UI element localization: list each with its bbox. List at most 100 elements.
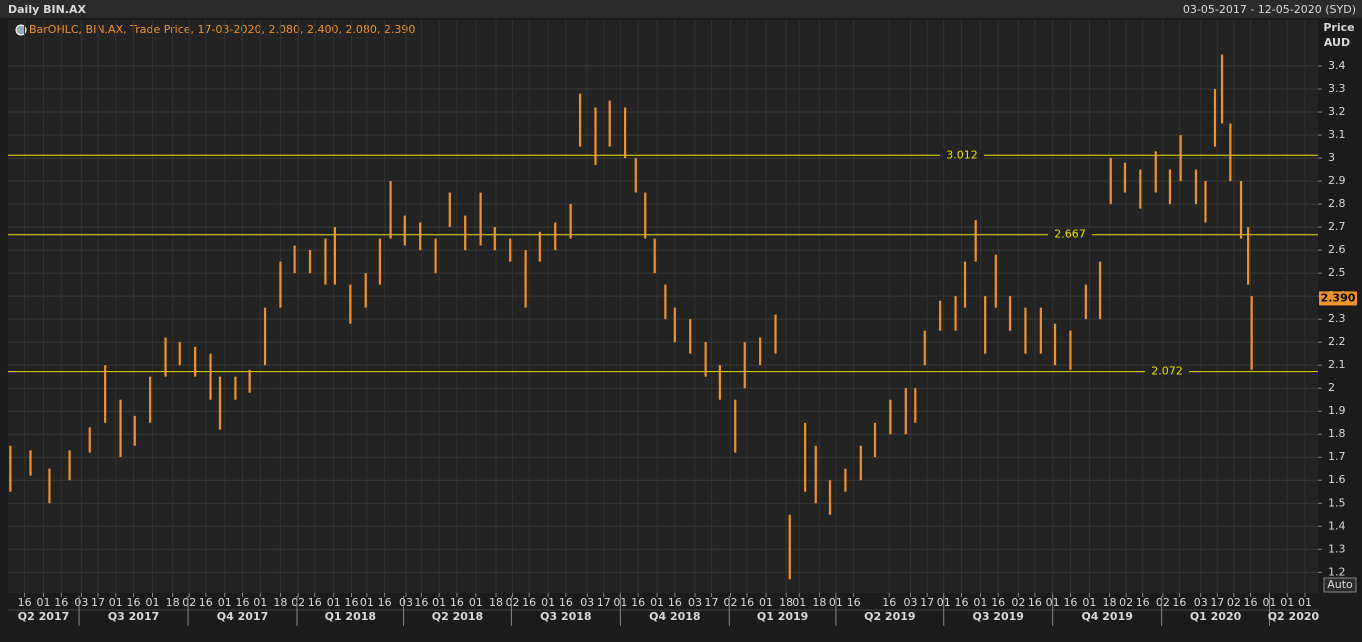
x-tick-label: 16 [127, 596, 141, 609]
quarter-label: Q3 2019 [972, 610, 1023, 623]
x-tick-label: 02 [1011, 596, 1025, 609]
level-label: 3.012 [946, 148, 978, 161]
x-tick-label: 01 [360, 596, 374, 609]
x-tick-label: 01 [1082, 596, 1096, 609]
x-tick-label: 02 [724, 596, 738, 609]
level-label-bg [1145, 365, 1189, 378]
x-tick-label: 17 [920, 596, 934, 609]
y-tick-label: 2.9 [1328, 174, 1346, 187]
x-tick-label: 18 [779, 596, 793, 609]
x-tick-label: 02 [1156, 596, 1170, 609]
x-tick-label: 16 [344, 596, 358, 609]
x-tick-label: 02 [291, 596, 305, 609]
x-tick-label: 02 [182, 596, 196, 609]
legend-text: BarOHLC, BIN.AX, Trade Price, 17-03-2020… [29, 23, 415, 36]
y-tick-label: 2.6 [1328, 243, 1346, 256]
y-axis-unit: AUD [1324, 36, 1350, 49]
x-tick-label: 01 [109, 596, 123, 609]
x-tick-label: 01 [1280, 596, 1294, 609]
x-tick-label: 16 [1172, 596, 1186, 609]
x-tick-label: 03 [904, 596, 918, 609]
quarter-label: Q3 2018 [540, 610, 591, 623]
quarter-label: Q1 2020 [1190, 610, 1242, 623]
last-price-marker [1319, 291, 1357, 306]
x-tick-label: 16 [991, 596, 1005, 609]
level-label: 2.072 [1151, 365, 1183, 378]
x-tick-label: 01 [218, 596, 232, 609]
x-tick-label: 01 [469, 596, 483, 609]
x-tick-label: 17 [597, 596, 611, 609]
quarter-label: Q4 2019 [1081, 610, 1132, 623]
x-tick-label: 03 [399, 596, 413, 609]
x-tick-label: 16 [847, 596, 861, 609]
x-tick-label: 02 [506, 596, 520, 609]
y-tick-label: 3.2 [1328, 105, 1346, 118]
x-tick-label: 03 [74, 596, 88, 609]
x-tick-label: 01 [541, 596, 555, 609]
quarter-label: Q4 2017 [217, 610, 268, 623]
x-tick-label: 03 [1194, 596, 1208, 609]
x-tick-label: 16 [1136, 596, 1150, 609]
quarter-label: Q3 2017 [108, 610, 159, 623]
x-tick-label: 01 [650, 596, 664, 609]
y-tick-label: 2.3 [1328, 312, 1346, 325]
x-tick-label: 18 [812, 596, 826, 609]
y-tick-label: 3 [1328, 151, 1335, 164]
x-tick-label: 03 [580, 596, 594, 609]
last-price-label: 2.390 [1321, 291, 1356, 304]
x-tick-label: 17 [705, 596, 719, 609]
x-tick-label: 16 [18, 596, 32, 609]
x-tick-label: 01 [792, 596, 806, 609]
x-tick-label: 16 [308, 596, 322, 609]
quarter-label: Q1 2018 [325, 610, 376, 623]
x-tick-label: 16 [668, 596, 682, 609]
x-tick-label: 16 [1063, 596, 1077, 609]
quarter-label: Q2 2020 [1268, 610, 1320, 623]
x-tick-label: 01 [432, 596, 446, 609]
x-tick-label: 18 [489, 596, 503, 609]
y-tick-label: 1.8 [1328, 427, 1346, 440]
y-tick-label: 1.2 [1328, 565, 1346, 578]
y-tick-label: 2.1 [1328, 358, 1346, 371]
quarter-label: Q4 2018 [649, 610, 700, 623]
x-tick-label: 18 [273, 596, 287, 609]
y-axis-label: Price [1323, 21, 1354, 34]
header-bar [0, 0, 1362, 18]
x-tick-label: 01 [253, 596, 267, 609]
x-tick-label: 01 [973, 596, 987, 609]
level-label-bg [1048, 228, 1092, 241]
x-tick-label: 16 [954, 596, 968, 609]
x-tick-label: 16 [1243, 596, 1257, 609]
x-tick-label: 17 [91, 596, 105, 609]
date-range: 03-05-2017 - 12-05-2020 (SYD) [1183, 3, 1356, 16]
quarter-label: Q2 2017 [18, 610, 69, 623]
plot-area [8, 20, 1318, 593]
x-tick-label: 16 [414, 596, 428, 609]
x-tick-label: 16 [54, 596, 68, 609]
y-tick-label: 1.4 [1328, 519, 1346, 532]
x-tick-label: 01 [327, 596, 341, 609]
scale-mode[interactable]: Auto [1327, 578, 1353, 591]
y-tick-label: 3.4 [1328, 59, 1346, 72]
y-tick-label: 2.2 [1328, 335, 1346, 348]
y-tick-label: 2.7 [1328, 220, 1346, 233]
y-tick-label: 3.1 [1328, 128, 1346, 141]
y-tick-label: 1.7 [1328, 450, 1346, 463]
x-tick-label: 02 [1227, 596, 1241, 609]
y-tick-label: 1.6 [1328, 473, 1346, 486]
x-tick-label: 16 [1028, 596, 1042, 609]
x-tick-label: 03 [688, 596, 702, 609]
quarter-label: Q2 2018 [432, 610, 483, 623]
x-tick-label: 01 [146, 596, 160, 609]
x-tick-label: 16 [378, 596, 392, 609]
x-tick-label: 16 [199, 596, 213, 609]
level-label-bg [940, 149, 984, 162]
x-tick-label: 02 [1119, 596, 1133, 609]
legend-icon[interactable] [15, 24, 27, 36]
scale-button[interactable] [1323, 577, 1357, 593]
y-tick-label: 2.5 [1328, 266, 1346, 279]
x-tick-label: 01 [759, 596, 773, 609]
x-tick-label: 18 [1103, 596, 1117, 609]
